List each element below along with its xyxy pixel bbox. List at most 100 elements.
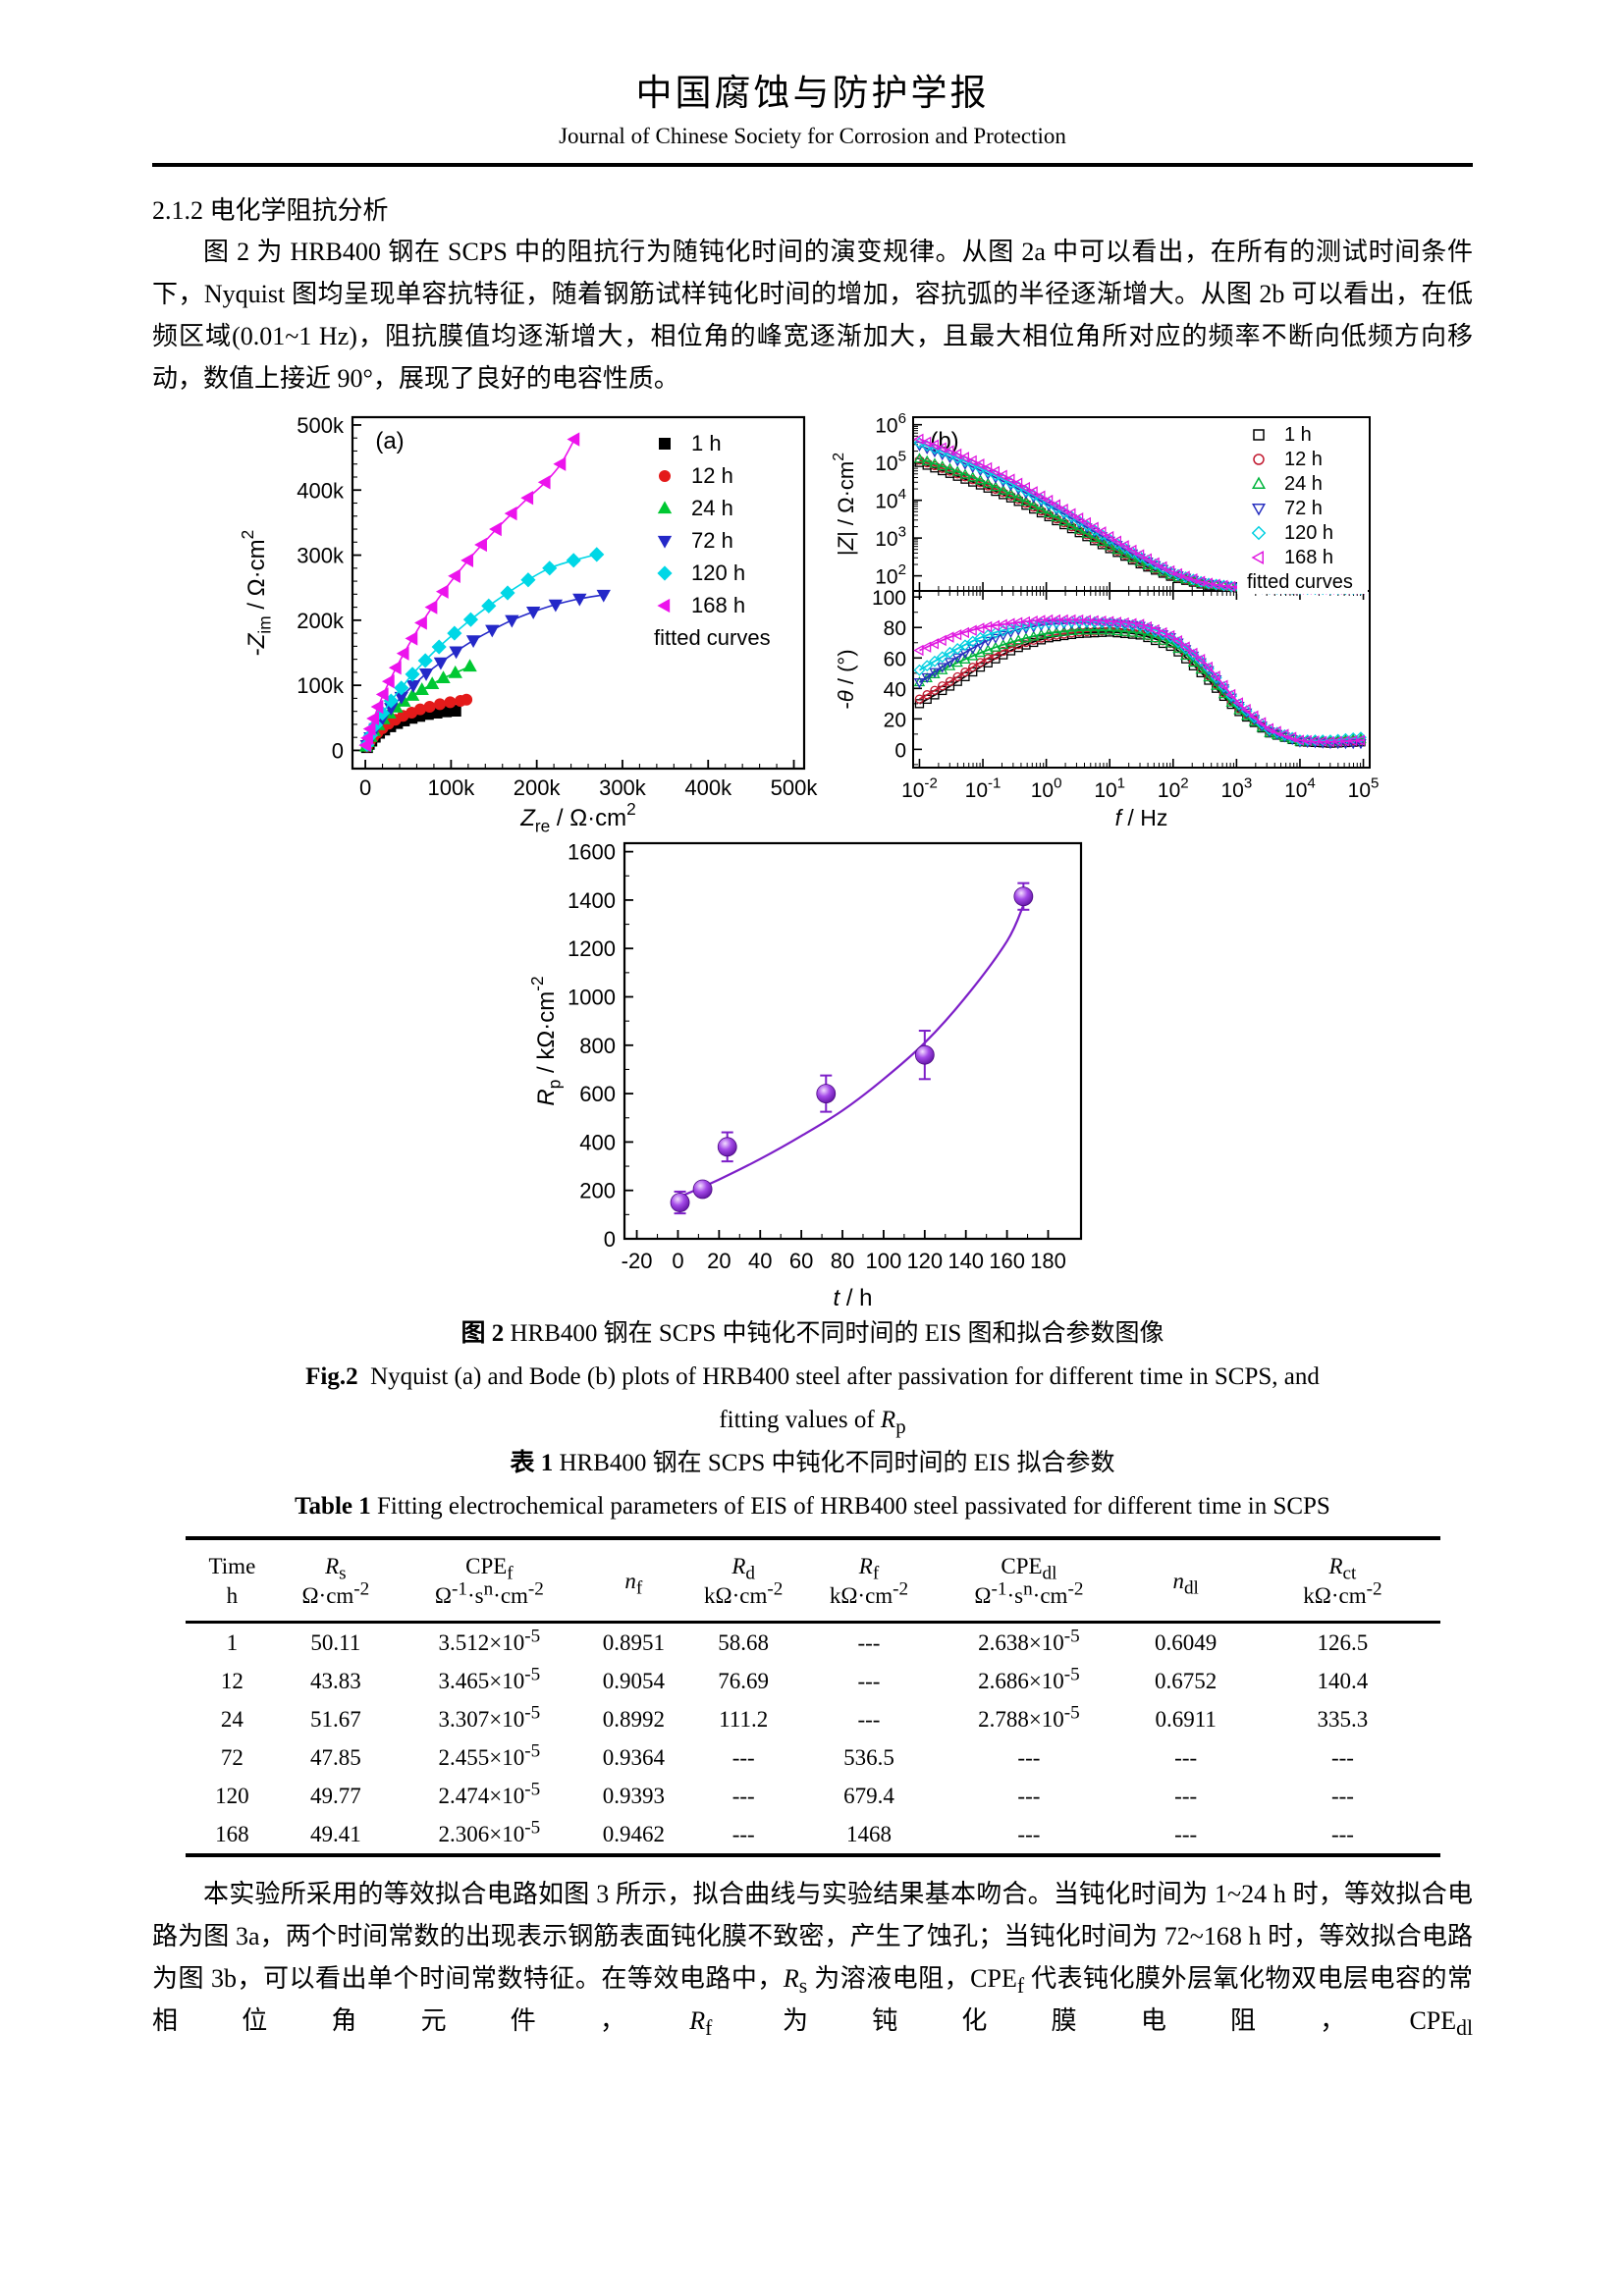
- table1-caption-zh-prefix: 表 1: [510, 1450, 554, 1476]
- svg-text:Zre / Ω·cm2: Zre / Ω·cm2: [519, 799, 636, 833]
- svg-text:80: 80: [830, 1249, 853, 1273]
- rp-chart: -20 0 20 40 60 80 100 120 140 160 1800200400600800…: [527, 840, 1082, 1311]
- table-cell: 50.11: [310, 1630, 361, 1655]
- parameters-table: Time h Rs Ω·cm-2 CPEf Ω-1·sn·cm-2 nf Rd kΩ·cm-2 R…: [185, 1536, 1440, 1857]
- svg-text:72 h: 72 h: [691, 528, 733, 553]
- svg-text:180: 180: [1030, 1249, 1066, 1273]
- table-header-cell: Rd kΩ·cm-2: [704, 1554, 784, 1608]
- svg-text:1 h: 1 h: [691, 431, 722, 455]
- svg-text:120 h: 120 h: [691, 561, 745, 585]
- table-cell: 536.5: [843, 1745, 894, 1770]
- svg-text:500k: 500k: [770, 775, 818, 800]
- svg-text:12 h: 12 h: [691, 463, 733, 488]
- table-header: Time h Rs Ω·cm-2 CPEf Ω-1·sn·cm-2 nf Rd kΩ·cm-2 R…: [185, 1538, 1440, 1623]
- table-cell: 72: [220, 1745, 244, 1770]
- journal-header: 中国腐蚀与防护学报 Journal of Chinese Society for…: [152, 0, 1473, 167]
- svg-text:105: 105: [1347, 775, 1379, 803]
- table-cell: 24: [220, 1707, 244, 1732]
- svg-text:100: 100: [1030, 775, 1061, 803]
- svg-text:400k: 400k: [297, 478, 345, 503]
- svg-text:12 h: 12 h: [1284, 449, 1323, 470]
- figure2-caption-zh: 图 2 HRB400 钢在 SCPS 中钝化不同时间的 EIS 图和拟合参数图像: [152, 1312, 1473, 1356]
- svg-text:20: 20: [707, 1249, 731, 1273]
- svg-text:102: 102: [1157, 775, 1188, 803]
- table-cell: 2.306×10-5: [438, 1817, 541, 1846]
- svg-text:f / Hz: f / Hz: [1114, 805, 1167, 830]
- table-cell: 2.686×10-5: [978, 1664, 1080, 1693]
- svg-text:160: 160: [989, 1249, 1025, 1273]
- svg-text:200k: 200k: [297, 609, 345, 633]
- table1-caption-en-prefix: Table 1: [295, 1493, 371, 1520]
- svg-text:1 h: 1 h: [1284, 424, 1312, 446]
- svg-text:300k: 300k: [297, 544, 345, 568]
- table1-caption-zh: 表 1 HRB400 钢在 SCPS 中钝化不同时间的 EIS 拟合参数: [152, 1442, 1473, 1485]
- figure2-caption-en-line2: fitting values of Rp: [719, 1407, 906, 1438]
- table-cell: ---: [1174, 1822, 1198, 1846]
- table-cell: ---: [1017, 1784, 1041, 1808]
- table-cell: ---: [1174, 1745, 1198, 1770]
- svg-text:100k: 100k: [427, 775, 475, 800]
- svg-text:106: 106: [875, 410, 906, 438]
- figure2-caption-zh-prefix: 图 2: [460, 1320, 505, 1347]
- table-cell: ---: [857, 1669, 881, 1693]
- table-cell: 2.788×10-5: [978, 1702, 1080, 1732]
- svg-text:20: 20: [883, 709, 905, 731]
- paragraph-2: 本实验所采用的等效拟合电路如图 3 所示，拟合曲线与实验结果基本吻合。当钝化时间…: [152, 1880, 1473, 2041]
- svg-text:101: 101: [1094, 775, 1125, 803]
- table-header-cell: CPEdl Ω-1·sn·cm-2: [974, 1554, 1084, 1608]
- table-header-cell: Rs Ω·cm-2: [301, 1554, 370, 1608]
- svg-text:120 h: 120 h: [1284, 522, 1333, 544]
- table-cell: ---: [1330, 1745, 1354, 1770]
- svg-text:60: 60: [883, 648, 905, 670]
- table-row: 168 49.41 2.306×10-5 0.9462 --- 1468 --- --- ---: [186, 1815, 1440, 1855]
- svg-text:168 h: 168 h: [691, 593, 745, 617]
- section-heading: 2.1.2 电化学阻抗分析: [152, 196, 389, 225]
- svg-text:0: 0: [358, 775, 370, 800]
- svg-text:103: 103: [1220, 775, 1252, 803]
- svg-text:1200: 1200: [568, 936, 616, 961]
- table-cell: 47.85: [309, 1745, 361, 1770]
- svg-text:0: 0: [894, 739, 906, 762]
- svg-text:168 h: 168 h: [1284, 547, 1333, 568]
- table-cell: 120: [215, 1784, 249, 1808]
- table-header-cell: Rf kΩ·cm-2: [829, 1554, 909, 1608]
- svg-text:100: 100: [865, 1249, 901, 1273]
- table-cell: 1: [226, 1630, 239, 1655]
- figure2-caption-zh-text: HRB400 钢在 SCPS 中钝化不同时间的 EIS 图和拟合参数图像: [510, 1320, 1164, 1347]
- table1-caption-en: Table 1 Fitting electrochemical paramete…: [152, 1485, 1473, 1528]
- table-header-cell: ndl: [1172, 1569, 1199, 1599]
- svg-text:100k: 100k: [297, 673, 345, 698]
- table-cell: 0.9462: [602, 1822, 665, 1846]
- table-cell: ---: [731, 1784, 755, 1808]
- table-cell: 126.5: [1317, 1630, 1369, 1655]
- journal-title-en: Journal of Chinese Society for Corrosion…: [559, 124, 1066, 148]
- svg-text:80: 80: [883, 617, 905, 640]
- svg-text:1000: 1000: [568, 986, 616, 1010]
- rp-fit-curve: [677, 904, 1024, 1200]
- table-cell: ---: [731, 1745, 755, 1770]
- table-cell: 43.83: [309, 1669, 361, 1693]
- svg-text:-20: -20: [621, 1249, 652, 1273]
- svg-text:200k: 200k: [513, 775, 561, 800]
- table-cell: 0.6911: [1155, 1707, 1217, 1732]
- journal-title-zh: 中国腐蚀与防护学报: [635, 74, 990, 114]
- svg-text:|Z| / Ω·cm2: |Z| / Ω·cm2: [831, 453, 858, 556]
- table-cell: 1468: [845, 1822, 892, 1846]
- figure2-top-row: 0 100k 200k 300k 400k 500k 0 100k 200k 300k 400k 50…: [152, 409, 1473, 833]
- table-cell: 49.77: [309, 1784, 361, 1808]
- table-cell: 2.638×10-5: [978, 1626, 1080, 1655]
- svg-text:fitted curves: fitted curves: [1247, 571, 1353, 593]
- nyquist-chart: 0 100k 200k 300k 400k 500k 0 100k 200k 300k 400k 50…: [238, 413, 818, 833]
- svg-text:0: 0: [672, 1249, 683, 1273]
- svg-text:40: 40: [883, 678, 905, 701]
- table-header-cell: nf: [624, 1569, 643, 1599]
- svg-text:300k: 300k: [599, 775, 647, 800]
- figure2-bottom-row: -20 0 20 40 60 80 100 120 140 160 180 0 200 400 600 800…: [152, 835, 1473, 1312]
- table-cell: 111.2: [719, 1707, 769, 1732]
- svg-text:0: 0: [603, 1227, 615, 1252]
- table-row: 72 47.85 2.455×10-5 0.9364 --- 536.5 --- --- ---: [186, 1738, 1440, 1777]
- table-cell: 2.474×10-5: [438, 1779, 541, 1808]
- svg-text:-θ / (°): -θ / (°): [834, 649, 858, 709]
- table-cell: 3.512×10-5: [438, 1626, 541, 1655]
